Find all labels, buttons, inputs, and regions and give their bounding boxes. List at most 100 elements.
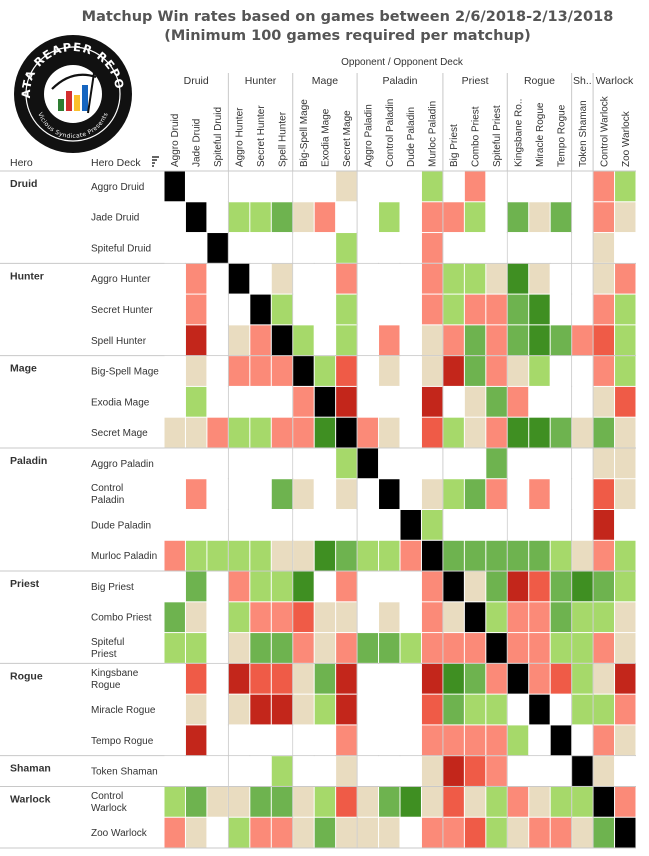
heatmap-cell — [572, 571, 593, 602]
heatmap-cell — [421, 510, 443, 540]
heatmap-cell — [185, 510, 207, 540]
heatmap-cell — [379, 694, 400, 725]
heatmap-cell — [615, 417, 636, 448]
heatmap-cell — [293, 479, 314, 509]
heatmap-cell — [593, 633, 615, 663]
heatmap-cell — [572, 233, 593, 263]
row-label: Spiteful Druid — [91, 243, 151, 254]
heatmap-cell — [250, 263, 271, 294]
heatmap-cell — [421, 602, 443, 633]
heatmap-cell — [464, 817, 486, 848]
heatmap-cell — [271, 263, 293, 294]
heatmap-cell — [336, 540, 357, 571]
heatmap-cell — [550, 263, 572, 294]
heatmap-cell — [572, 540, 593, 571]
heatmap-cell — [615, 448, 636, 479]
heatmap-cell — [228, 571, 250, 602]
row-group-label: Priest — [10, 578, 40, 590]
heatmap-cell — [400, 602, 421, 633]
heatmap-cell — [250, 633, 271, 663]
heatmap-cell — [507, 294, 529, 325]
heatmap-cell — [550, 725, 572, 756]
heatmap-cell — [357, 294, 379, 325]
heatmap-cell — [464, 171, 486, 202]
column-group-label: Priest — [462, 75, 489, 87]
heatmap-cell — [443, 356, 464, 386]
heatmap-cell — [250, 386, 271, 417]
heatmap-cell — [400, 233, 421, 263]
heatmap-cell — [336, 756, 357, 786]
heatmap-cell — [593, 171, 615, 202]
heatmap-cell — [314, 263, 336, 294]
row-header-deck: Hero Deck — [91, 157, 141, 169]
heatmap-cell — [293, 663, 314, 694]
heatmap-cell — [550, 510, 572, 540]
heatmap-cell — [164, 540, 185, 571]
heatmap-cell — [507, 171, 529, 202]
heatmap-cell — [250, 540, 271, 571]
heatmap-cell — [336, 417, 357, 448]
heatmap-cell — [164, 479, 185, 509]
heatmap-cell — [314, 756, 336, 786]
column-label: Token Shaman — [578, 100, 589, 167]
heatmap-cell — [357, 233, 379, 263]
row-label: Aggro Paladin — [91, 459, 154, 470]
heatmap-cell — [271, 725, 293, 756]
heatmap-cell — [185, 356, 207, 386]
heatmap-cell — [421, 817, 443, 848]
heatmap-cell — [421, 386, 443, 417]
heatmap-cell — [464, 663, 486, 694]
row-label: Spiteful Priest — [91, 637, 124, 660]
heatmap-cell — [550, 663, 572, 694]
heatmap-cell — [615, 571, 636, 602]
heatmap-cell — [550, 202, 572, 233]
heatmap-cell — [486, 694, 507, 725]
heatmap-cell — [185, 325, 207, 356]
heatmap-cell — [271, 786, 293, 817]
heatmap-cell — [314, 633, 336, 663]
heatmap-cell — [507, 694, 529, 725]
heatmap-cell — [207, 294, 228, 325]
heatmap-cell — [550, 325, 572, 356]
heatmap-cell — [164, 694, 185, 725]
heatmap-cell — [421, 263, 443, 294]
row-label: Jade Druid — [91, 213, 139, 224]
heatmap-cell — [207, 571, 228, 602]
heatmap-cell — [421, 417, 443, 448]
column-group-label: Sh.. — [573, 75, 592, 87]
heatmap-cell — [443, 233, 464, 263]
heatmap-cell — [357, 510, 379, 540]
heatmap-cell — [550, 479, 572, 509]
heatmap-cell — [615, 663, 636, 694]
heatmap-cell — [615, 817, 636, 848]
heatmap-cell — [572, 417, 593, 448]
heatmap-cell — [379, 817, 400, 848]
heatmap-cell — [400, 540, 421, 571]
heatmap-cell — [529, 571, 550, 602]
heatmap-cell — [486, 756, 507, 786]
heatmap-cell — [164, 202, 185, 233]
heatmap-cell — [293, 756, 314, 786]
column-label: Combo Priest — [471, 106, 482, 167]
heatmap-cell — [593, 386, 615, 417]
heatmap-cell — [271, 356, 293, 386]
heatmap-cell — [572, 325, 593, 356]
row-label: Exodia Mage — [91, 397, 150, 408]
heatmap-cell — [550, 448, 572, 479]
heatmap-cell — [250, 663, 271, 694]
heatmap-cell — [250, 479, 271, 509]
heatmap-cell — [185, 786, 207, 817]
heatmap-cell — [250, 756, 271, 786]
heatmap-cell — [443, 725, 464, 756]
heatmap-cell — [550, 540, 572, 571]
heatmap-cell — [400, 817, 421, 848]
heatmap-cell — [357, 602, 379, 633]
heatmap-cell — [357, 756, 379, 786]
heatmap-cell — [615, 325, 636, 356]
heatmap-cell — [400, 325, 421, 356]
heatmap-cell — [572, 202, 593, 233]
column-label: Kingsbane Ro.. — [514, 99, 525, 167]
heatmap-cell — [486, 725, 507, 756]
heatmap-cell — [443, 786, 464, 817]
heatmap-cell — [615, 510, 636, 540]
